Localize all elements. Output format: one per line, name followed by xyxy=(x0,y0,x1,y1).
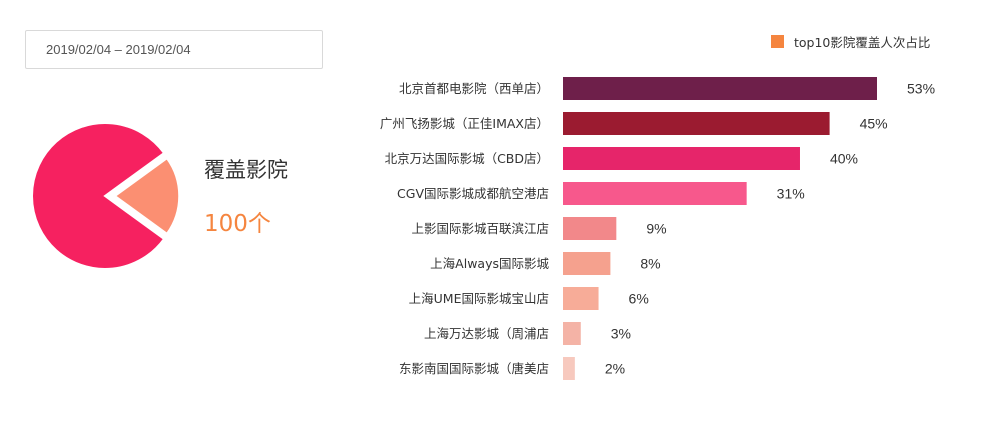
category-label: 东影南国国际影城（唐美店 xyxy=(399,361,549,376)
bar[interactable] xyxy=(563,357,575,380)
legend-swatch xyxy=(771,35,784,48)
pie-svg xyxy=(31,122,181,270)
bar[interactable] xyxy=(563,252,611,275)
bar[interactable] xyxy=(563,217,617,240)
pie-slice[interactable] xyxy=(113,156,181,236)
category-label: 广州飞扬影城（正佳IMAX店） xyxy=(380,116,549,131)
value-label: 53% xyxy=(907,81,935,97)
bar[interactable] xyxy=(563,287,599,310)
summary-count: 100个 xyxy=(204,211,271,237)
category-label: 北京首都电影院（西单店） xyxy=(399,81,549,96)
category-label: 上海UME国际影城宝山店 xyxy=(409,291,549,306)
value-label: 40% xyxy=(830,151,858,167)
bar[interactable] xyxy=(563,322,581,345)
category-label: 上海Always国际影城 xyxy=(430,256,549,271)
category-label: 北京万达国际影城（CBD店） xyxy=(385,151,549,166)
bar[interactable] xyxy=(563,147,800,170)
chart-legend[interactable]: top10影院覆盖人次占比 xyxy=(771,32,930,51)
bar[interactable] xyxy=(563,77,877,100)
bar[interactable] xyxy=(563,182,747,205)
date-range-text: 2019/02/04 – 2019/02/04 xyxy=(46,42,191,57)
category-label: 上影国际影城百联滨江店 xyxy=(411,221,549,236)
category-label: CGV国际影城成都航空港店 xyxy=(397,186,549,201)
coverage-pie-chart xyxy=(30,120,190,270)
value-label: 45% xyxy=(860,116,888,132)
value-label: 31% xyxy=(777,186,805,202)
value-label: 3% xyxy=(611,326,631,342)
summary-title: 覆盖影院 xyxy=(204,158,288,182)
legend-label: top10影院覆盖人次占比 xyxy=(794,35,931,50)
date-range-picker[interactable]: 2019/02/04 – 2019/02/04 xyxy=(25,30,323,69)
value-label: 8% xyxy=(640,256,660,272)
pie-slice[interactable] xyxy=(31,122,166,270)
category-label: 上海万达影城（周浦店 xyxy=(424,326,549,341)
value-label: 6% xyxy=(629,291,649,307)
value-label: 2% xyxy=(605,361,625,377)
value-label: 9% xyxy=(646,221,666,237)
bar[interactable] xyxy=(563,112,830,135)
